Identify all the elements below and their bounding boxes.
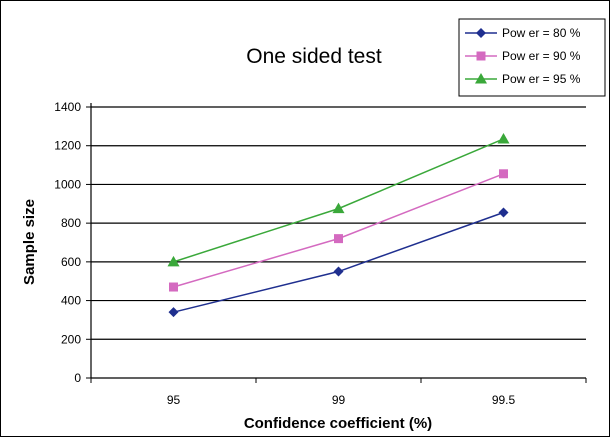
data-point: [332, 202, 345, 214]
series-line: [173, 138, 504, 263]
y-tick-label: 1400: [54, 100, 81, 114]
chart-title: One sided test: [246, 45, 382, 68]
data-point: [499, 169, 508, 179]
legend-marker: [476, 28, 486, 38]
series: [167, 132, 510, 318]
y-tick-label: 200: [61, 332, 81, 346]
series-3: [167, 132, 510, 267]
legend-label: Pow er = 95 %: [502, 72, 581, 86]
y-tick-label: 800: [61, 216, 81, 230]
data-point: [168, 307, 179, 318]
legend: Pow er = 80 % Pow er = 90 % Pow er = 95 %: [458, 18, 606, 97]
y-tick-label: 1200: [54, 139, 81, 153]
data-point: [333, 266, 344, 277]
series-1: [168, 207, 509, 318]
series-2: [169, 169, 508, 292]
x-tick-label: 99.5: [492, 393, 516, 407]
legend-item: Pow er = 90 %: [465, 49, 581, 63]
legend-label: Pow er = 90 %: [502, 49, 581, 63]
x-tick-label: 95: [167, 393, 181, 407]
y-tick-label: 600: [61, 255, 81, 269]
y-axis-label: Sample size: [21, 199, 38, 285]
x-axis-label: Confidence coefficient (%): [244, 415, 432, 432]
data-point: [169, 282, 178, 292]
data-point: [334, 234, 343, 244]
data-point: [497, 132, 510, 144]
legend-marker: [475, 73, 487, 84]
data-point: [498, 207, 509, 218]
legend-item: Pow er = 95 %: [465, 72, 581, 86]
y-tick-label: 1000: [54, 177, 81, 191]
data-point: [167, 255, 180, 267]
axes: 0 200 400 600 800 1000 1200 1400 95 99 99.5: [54, 100, 587, 407]
x-tick-label: 99: [332, 393, 346, 407]
legend-item: Pow er = 80 %: [465, 26, 581, 40]
legend-marker: [476, 51, 486, 61]
y-tick-label: 0: [74, 371, 81, 385]
gridlines: [91, 106, 586, 340]
y-tick-label: 400: [61, 294, 81, 308]
legend-label: Pow er = 80 %: [502, 26, 581, 40]
